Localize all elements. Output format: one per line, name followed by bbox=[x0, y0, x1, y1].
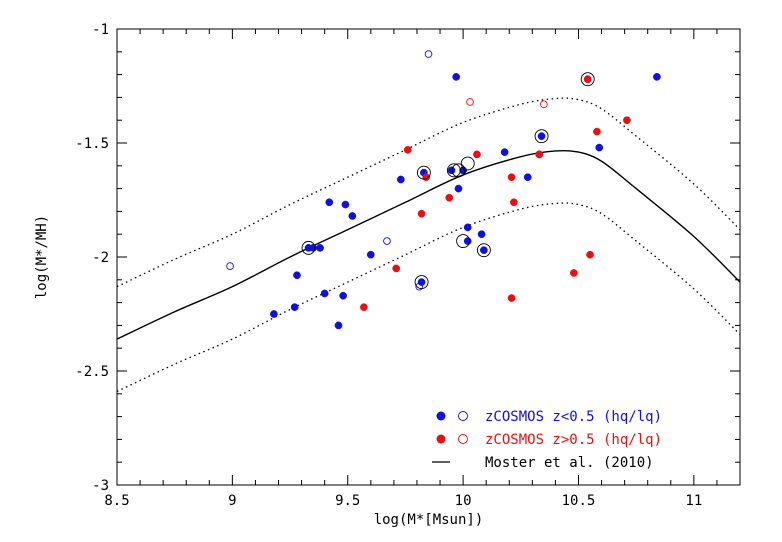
y-tick-label: -1 bbox=[92, 22, 109, 38]
data-point bbox=[477, 230, 486, 239]
highlight-ring bbox=[534, 129, 549, 144]
data-point-open bbox=[383, 237, 391, 245]
moster-curve bbox=[117, 149, 740, 340]
highlight-ring bbox=[476, 243, 491, 258]
data-point bbox=[366, 250, 375, 259]
y-tick-label: -2 bbox=[92, 250, 109, 266]
data-point bbox=[507, 294, 516, 302]
moster-lower-band bbox=[117, 202, 740, 393]
highlight-ring bbox=[414, 275, 429, 290]
highlight-ring bbox=[451, 163, 466, 178]
data-point bbox=[500, 148, 509, 156]
data-point bbox=[586, 250, 594, 259]
data-point bbox=[463, 223, 472, 232]
data-point bbox=[473, 150, 481, 159]
data-point bbox=[396, 175, 405, 184]
data-point-open bbox=[415, 282, 424, 291]
legend-open-swatch bbox=[458, 434, 468, 444]
data-point bbox=[325, 198, 334, 207]
data-point bbox=[360, 303, 368, 312]
data-point-open bbox=[540, 100, 548, 109]
legend-open-swatch bbox=[458, 411, 468, 421]
highlight-ring bbox=[446, 163, 461, 178]
highlight-ring bbox=[301, 240, 316, 255]
x-tick-label: 10 bbox=[455, 493, 472, 509]
data-point bbox=[417, 278, 426, 286]
data-point bbox=[320, 289, 329, 298]
legend-filled-swatch bbox=[436, 411, 446, 421]
x-axis-label: log(M*[Msun]) bbox=[374, 512, 484, 528]
x-tick-label: 9.5 bbox=[335, 493, 360, 509]
data-point bbox=[570, 269, 578, 277]
data-point bbox=[623, 116, 631, 125]
data-point bbox=[537, 132, 546, 141]
y-axis-label: log(M*/MH) bbox=[34, 215, 50, 299]
data-point bbox=[290, 303, 299, 312]
highlight-ring bbox=[416, 165, 431, 180]
highlight-ring bbox=[460, 156, 475, 171]
data-point-open bbox=[424, 50, 433, 58]
data-point bbox=[535, 150, 544, 159]
data-point bbox=[270, 310, 278, 318]
legend-filled-swatch bbox=[436, 434, 446, 444]
moster-upper-band bbox=[117, 97, 740, 288]
x-tick-label: 9 bbox=[228, 493, 236, 509]
data-point bbox=[334, 321, 343, 330]
data-point bbox=[653, 73, 661, 81]
data-point bbox=[595, 143, 604, 152]
data-point bbox=[348, 212, 357, 220]
data-point bbox=[452, 73, 461, 81]
x-tick-label: 11 bbox=[685, 493, 702, 509]
y-tick-label: -3 bbox=[92, 478, 109, 494]
legend-label: zCOSMOS z>0.5 (hq/lq) bbox=[485, 432, 662, 448]
data-point bbox=[463, 237, 472, 245]
data-point bbox=[454, 184, 463, 193]
data-point bbox=[510, 198, 518, 207]
data-point bbox=[480, 246, 488, 255]
legend-label: Moster et al. (2010) bbox=[485, 455, 654, 471]
y-tick-label: -2.5 bbox=[75, 364, 109, 380]
data-point bbox=[417, 209, 426, 218]
data-point bbox=[293, 271, 301, 280]
legend-label: zCOSMOS z<0.5 (hq/lq) bbox=[485, 409, 662, 425]
highlight-ring bbox=[580, 72, 595, 87]
data-point bbox=[392, 264, 401, 273]
data-point bbox=[445, 193, 454, 202]
data-point bbox=[507, 173, 516, 182]
data-point bbox=[339, 291, 347, 300]
y-tick-label: -1.5 bbox=[75, 136, 109, 152]
data-point bbox=[316, 244, 324, 252]
data-point bbox=[403, 145, 412, 154]
data-point bbox=[309, 244, 317, 252]
highlight-ring bbox=[456, 234, 471, 248]
x-tick-label: 10.5 bbox=[562, 493, 596, 509]
data-point bbox=[583, 75, 592, 84]
data-point-open bbox=[226, 262, 234, 270]
data-point-open bbox=[466, 98, 474, 106]
data-point bbox=[593, 127, 601, 136]
x-tick-label: 8.5 bbox=[104, 493, 129, 509]
data-point bbox=[341, 200, 350, 209]
data-point bbox=[523, 173, 532, 182]
